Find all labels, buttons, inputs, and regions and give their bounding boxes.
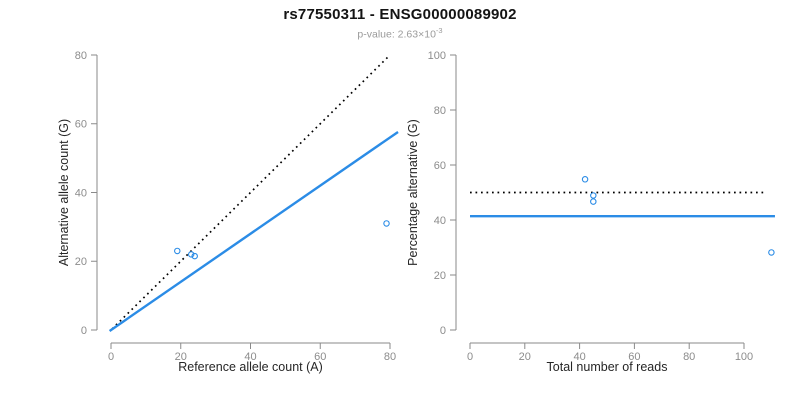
data-point [768,249,775,256]
data-point [590,192,597,199]
y-tick-label: 60 [75,119,87,131]
x-axis-label: Total number of reads [547,360,668,374]
data-point [581,176,589,183]
x-tick-label: 40 [244,351,256,363]
x-tick-label: 100 [735,351,753,363]
y-tick-label: 20 [434,270,446,282]
data-point [191,252,198,260]
y-axis-label: Percentage alternative (G) [406,119,420,266]
data-point [590,198,597,205]
x-tick-label: 20 [519,351,531,363]
x-tick-label: 0 [108,351,114,363]
x-tick-label: 60 [314,351,326,363]
y-tick-label: 20 [75,256,87,268]
x-tick-label: 60 [628,351,640,363]
data-point [187,251,195,258]
y-axis-label: Alternative allele count (G) [57,119,71,266]
x-tick-label: 0 [467,351,473,363]
y-tick-label: 0 [440,325,446,337]
fit-line [108,130,399,332]
y-tick-label: 80 [434,105,446,117]
y-tick-label: 60 [434,160,446,172]
data-point [383,220,390,227]
y-tick-label: 40 [434,215,446,227]
plot-title: rs77550311 - ENSG00000089902 [283,6,517,23]
y-tick-label: 100 [428,50,446,62]
y-tick-label: 0 [81,325,87,337]
data-point [174,247,181,255]
x-tick-label: 20 [175,351,187,363]
x-tick-label: 80 [683,351,695,363]
x-axis-label: Reference allele count (A) [178,360,323,374]
x-tick-label: 80 [384,351,396,363]
identity-line [111,56,389,330]
p-value-text: p-value: 2.63×10 [357,28,436,41]
p-value-exponent: -3 [435,26,443,35]
plot-subtitle: p-value: 2.63×10-3 [0,26,800,41]
x-tick-label: 40 [573,351,585,363]
y-tick-label: 80 [75,50,87,62]
y-tick-label: 40 [75,187,87,199]
